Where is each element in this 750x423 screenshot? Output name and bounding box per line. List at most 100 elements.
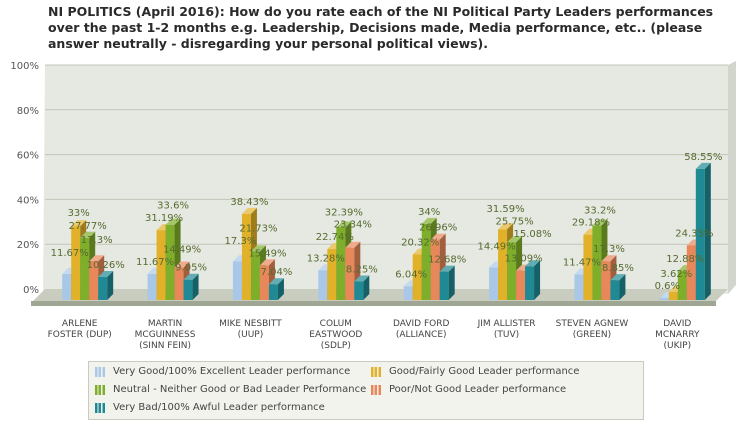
x-category-label: DAVID <box>663 319 691 329</box>
bar-top <box>601 255 617 262</box>
bar-side <box>704 162 711 300</box>
data-label: 34% <box>418 207 440 218</box>
bar <box>695 168 705 300</box>
bar <box>147 273 157 300</box>
bar-chart-icon <box>371 366 381 377</box>
bar <box>498 229 508 300</box>
bar <box>421 223 431 300</box>
x-category-label: EASTWOOD <box>309 330 362 340</box>
bar-side <box>534 260 541 300</box>
bar <box>439 271 449 300</box>
bar-side <box>107 271 114 300</box>
bar-top <box>695 162 711 169</box>
bar <box>592 225 602 300</box>
bar <box>516 270 526 300</box>
data-label: 22.74% <box>316 232 354 243</box>
data-label: 33.6% <box>157 201 189 212</box>
x-category-label: (TUV) <box>494 330 519 340</box>
bar <box>507 242 517 300</box>
data-label: 23.34% <box>334 220 372 231</box>
data-label: 13.09% <box>504 254 542 265</box>
data-label: 17.3% <box>593 244 625 255</box>
data-label: 12.88% <box>666 254 704 265</box>
bar <box>232 261 242 300</box>
bar <box>354 281 364 300</box>
chart-title: NI POLITICS (April 2016): How do you rat… <box>48 4 714 51</box>
bar <box>668 291 678 300</box>
y-tick-label: 20% <box>17 240 39 251</box>
bar <box>318 270 328 300</box>
x-category-label: DAVID FORD <box>393 319 449 329</box>
bar <box>183 279 193 300</box>
bar <box>174 267 184 300</box>
legend-item: Very Good/100% Excellent Leader performa… <box>95 366 350 377</box>
legend-label: Good/Fairly Good Leader performance <box>389 366 580 377</box>
data-label: 12.68% <box>428 255 466 266</box>
bar-top <box>80 231 96 238</box>
x-category-label: FOSTER (DUP) <box>48 330 112 340</box>
y-tick-label: 0% <box>23 285 39 296</box>
legend-label: Neutral - Neither Good or Bad Leader Per… <box>113 384 367 395</box>
bar-side <box>448 265 455 300</box>
data-label: 33.2% <box>584 206 616 217</box>
bar-top <box>345 241 361 248</box>
data-label: 17.3% <box>225 236 257 247</box>
bar <box>403 286 413 300</box>
data-label: 17.3% <box>81 235 113 246</box>
bar-top <box>525 260 541 267</box>
bar <box>583 234 593 300</box>
bar <box>412 254 422 300</box>
x-category-label: MCNARRY <box>655 330 700 340</box>
plot-floor-edge <box>31 301 716 306</box>
x-category-label: (SDLP) <box>321 341 351 351</box>
bar-top <box>98 271 114 278</box>
data-label: 24.35% <box>675 228 713 239</box>
bar-top <box>336 221 352 228</box>
bar <box>156 230 166 300</box>
bar <box>165 224 175 300</box>
x-category-label: STEVEN AGNEW <box>556 319 629 329</box>
bar-side <box>277 278 284 300</box>
bar-top <box>507 236 523 243</box>
x-category-label: MIKE NESBITT <box>219 319 282 329</box>
bar-top <box>268 278 284 285</box>
data-label: 13.28% <box>307 253 345 264</box>
data-label: 14.49% <box>163 245 201 256</box>
data-label: 15.08% <box>513 229 551 240</box>
bar-chart-icon <box>95 402 105 413</box>
data-label: 20.32% <box>401 237 439 248</box>
bar <box>686 245 696 300</box>
x-category-label: ARLENE <box>62 319 98 329</box>
y-tick-label: 40% <box>17 195 39 206</box>
x-category-label: MARTIN <box>148 319 182 329</box>
data-label: 31.19% <box>145 213 183 224</box>
bar <box>336 227 346 300</box>
bar-side <box>192 273 199 300</box>
x-category-label: (UKIP) <box>664 341 692 351</box>
data-label: 27.77% <box>69 221 107 232</box>
x-category-label: COLUM <box>320 319 352 329</box>
bar-top <box>183 273 199 280</box>
bar-side <box>363 275 370 300</box>
bar <box>80 237 90 300</box>
data-label: 11.67% <box>51 248 89 259</box>
legend-item: Good/Fairly Good Leader performance <box>371 366 579 377</box>
bar-top <box>439 265 455 272</box>
bar <box>98 277 108 300</box>
bar-top <box>89 255 105 262</box>
data-label: 26.96% <box>419 223 457 234</box>
legend-label: Very Good/100% Excellent Leader performa… <box>113 366 351 377</box>
bar-top <box>421 217 437 224</box>
x-category-label: (ALLIANCE) <box>396 330 447 340</box>
x-category-label: (GREEN) <box>573 330 611 340</box>
data-label: 6.04% <box>395 269 427 280</box>
bar <box>250 251 260 300</box>
data-label: 8.25% <box>346 265 378 276</box>
bar <box>677 271 687 300</box>
bar-chart-icon <box>95 384 105 395</box>
data-label: 11.47% <box>563 257 601 268</box>
bar-top <box>592 219 608 226</box>
bar-top <box>174 261 190 268</box>
bar-top <box>71 220 87 227</box>
data-label: 25.75% <box>495 216 533 227</box>
